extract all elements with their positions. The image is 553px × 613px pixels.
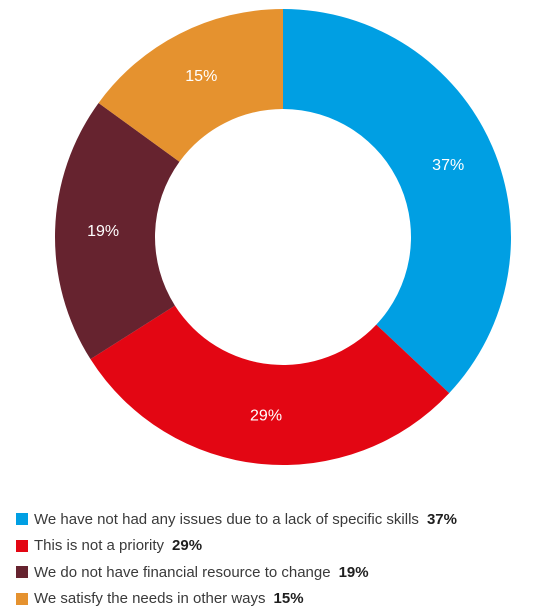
legend-value-3: 19% [338,563,369,581]
legend-item-1: We have not had any issues due to a lack… [16,506,457,533]
legend-swatch-3 [16,566,28,579]
slice-value-label-1: 37% [432,157,464,174]
slice-value-label-3: 19% [87,223,119,240]
legend-value-1: 37% [426,510,457,528]
legend-swatch-1 [16,513,28,526]
legend-label-2: This is not a priority [34,537,165,555]
legend-item-4: We satisfy the needs in other ways 15% [16,586,457,613]
legend-label-4: We satisfy the needs in other ways [34,590,266,608]
legend-swatch-2 [16,539,28,552]
slice-value-label-2: 29% [250,408,282,425]
legend-swatch-4 [16,592,28,605]
donut-chart: 37% 29% 19% 15% [55,9,511,465]
legend-item-2: This is not a priority 29% [16,533,457,560]
legend-label-1: We have not had any issues due to a lack… [34,510,419,528]
slice-value-label-4: 15% [185,68,217,85]
donut-slice-1 [283,9,511,394]
legend-label-3: We do not have financial resource to cha… [34,563,331,581]
donut-slice-3 [55,102,180,360]
legend-value-4: 15% [273,590,304,608]
legend-value-2: 29% [172,537,203,555]
chart-legend: We have not had any issues due to a lack… [16,506,457,612]
donut-slice-2 [90,305,450,465]
donut-slice-4 [98,9,283,162]
legend-item-3: We do not have financial resource to cha… [16,559,457,586]
